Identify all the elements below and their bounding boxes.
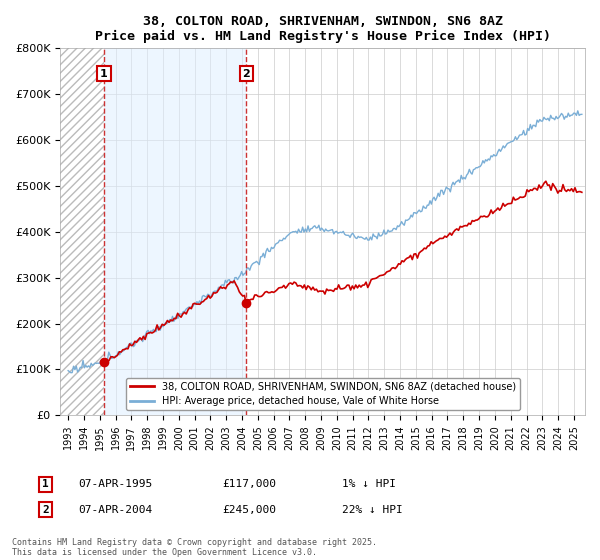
Text: 2: 2 bbox=[42, 505, 49, 515]
Text: 1: 1 bbox=[100, 69, 108, 78]
Bar bbox=[104, 48, 246, 415]
Text: 1% ↓ HPI: 1% ↓ HPI bbox=[342, 479, 396, 489]
Text: 1: 1 bbox=[42, 479, 49, 489]
Text: 07-APR-2004: 07-APR-2004 bbox=[78, 505, 152, 515]
Text: Contains HM Land Registry data © Crown copyright and database right 2025.
This d: Contains HM Land Registry data © Crown c… bbox=[12, 538, 377, 557]
Text: 22% ↓ HPI: 22% ↓ HPI bbox=[342, 505, 403, 515]
Text: 07-APR-1995: 07-APR-1995 bbox=[78, 479, 152, 489]
Title: 38, COLTON ROAD, SHRIVENHAM, SWINDON, SN6 8AZ
Price paid vs. HM Land Registry's : 38, COLTON ROAD, SHRIVENHAM, SWINDON, SN… bbox=[95, 15, 551, 43]
Bar bbox=[60, 48, 104, 415]
Legend: 38, COLTON ROAD, SHRIVENHAM, SWINDON, SN6 8AZ (detached house), HPI: Average pri: 38, COLTON ROAD, SHRIVENHAM, SWINDON, SN… bbox=[125, 377, 520, 410]
Text: £245,000: £245,000 bbox=[222, 505, 276, 515]
Text: 2: 2 bbox=[242, 69, 250, 78]
Text: £117,000: £117,000 bbox=[222, 479, 276, 489]
